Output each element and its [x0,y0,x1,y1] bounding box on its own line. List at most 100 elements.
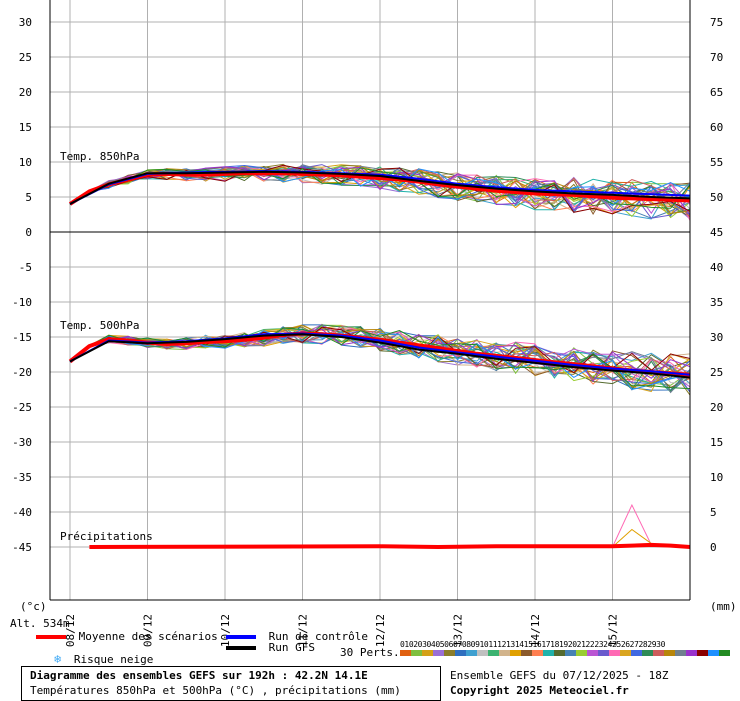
perturbation-line [69,165,691,214]
perturbation-swatch [587,650,598,656]
right-tick-label: 75 [710,16,723,29]
perturbation-swatch [554,650,565,656]
chart-title: Diagramme des ensembles GEFS sur 192h : … [30,669,368,682]
left-tick-label: -35 [12,471,32,484]
x-tick-label: 12/12 [374,614,387,647]
snowflake-icon: ❄ [54,652,62,666]
perturbation-swatch [543,650,554,656]
perturbation-swatch [400,650,411,656]
perturbation-swatch [576,650,587,656]
perturbation-numbers: 0102030405060708091011121314151617181920… [400,640,665,649]
left-tick-label: 25 [19,51,32,64]
legend-mean-label: Moyenne des scénarios [78,630,218,643]
axes [49,0,691,601]
x-tick-label: 09/12 [142,614,155,647]
perturbation-swatch [719,650,730,656]
grid [50,0,690,600]
legend-gfs-label: Run GFS [268,641,315,654]
left-tick-label: 0 [25,226,32,239]
legend-control-swatch [226,635,256,639]
left-tick-label: -45 [12,541,32,554]
legend-snow-label: Risque neige [73,653,154,666]
left-tick-label: 30 [19,16,32,29]
x-tick-label: 11/12 [297,614,310,647]
perturbation-swatch [521,650,532,656]
main-series-lines [68,170,691,549]
perturbation-swatch [620,650,631,656]
perturbation-swatch [499,650,510,656]
left-tick-label: 20 [19,86,32,99]
perturbation-line [69,327,691,390]
legend-gfs: Run GFS [226,641,315,654]
perturbations-label: 30 Perts. [340,646,400,659]
series-line-precip [89,542,691,549]
perturbation-swatch [565,650,576,656]
right-tick-label: 20 [710,401,723,414]
x-tick-label: 13/12 [452,614,465,647]
perturbation-swatch [411,650,422,656]
legend-snow: ❄ Risque neige [54,652,153,666]
left-tick-label: 15 [19,121,32,134]
right-tick-label: 50 [710,191,723,204]
perturbation-swatch [708,650,719,656]
perturbation-swatch [532,650,543,656]
right-tick-label: 45 [710,226,723,239]
perturbation-swatch [697,650,708,656]
series-line-t500 [69,333,691,379]
left-tick-label: 10 [19,156,32,169]
left-tick-label: -5 [19,261,32,274]
right-tick-label: 55 [710,156,723,169]
left-tick-label: -30 [12,436,32,449]
perturbation-swatch [477,650,488,656]
altitude-label: Alt. 534m [10,617,70,630]
perturbation-swatch [653,650,664,656]
perturbation-line [612,503,671,548]
copyright: Copyright 2025 Meteociel.fr [450,684,629,697]
right-tick-label: 70 [710,51,723,64]
left-tick-label: -15 [12,331,32,344]
left-axis-unit: (°c) [20,600,47,613]
x-tick-label: 14/12 [529,614,542,647]
perturbation-line [69,164,691,215]
perturbation-swatch [422,650,433,656]
chart-subtitle: Températures 850hPa et 500hPa (°C) , pré… [30,684,401,697]
perturbation-swatch [686,650,697,656]
perturbation-color-strip [400,650,730,656]
perturbation-swatch [642,650,653,656]
right-tick-label: 30 [710,331,723,344]
perturbation-swatch [510,650,521,656]
right-tick-label: 60 [710,121,723,134]
right-tick-label: 40 [710,261,723,274]
perturbation-swatch [466,650,477,656]
x-tick-label: 08/12 [64,614,77,647]
perturbation-swatch [675,650,686,656]
right-tick-label: 5 [710,506,717,519]
perturbation-swatch [455,650,466,656]
perturbation-swatch [609,650,620,656]
perturbation-swatch [433,650,444,656]
legend-mean: Moyenne des scénarios [36,630,218,643]
x-tick-label: 15/12 [607,614,620,647]
perturbation-swatch [631,650,642,656]
right-tick-label: 25 [710,366,723,379]
left-tick-label: -25 [12,401,32,414]
perturbation-swatch [444,650,455,656]
left-tick-label: -20 [12,366,32,379]
right-tick-label: 15 [710,436,723,449]
panel-label-t500: Temp. 500hPa [60,319,139,332]
perturbation-swatch [488,650,499,656]
left-tick-label: -40 [12,506,32,519]
right-axis-unit: (mm) [710,600,737,613]
left-tick-label: 5 [25,191,32,204]
left-tick-label: -10 [12,296,32,309]
panel-label-t850: Temp. 850hPa [60,150,139,163]
run-info: Ensemble GEFS du 07/12/2025 - 18Z [450,669,669,682]
legend-mean-swatch [36,635,66,639]
perturbation-swatch [664,650,675,656]
right-tick-label: 35 [710,296,723,309]
perturbation-swatch [598,650,609,656]
right-tick-label: 10 [710,471,723,484]
series-line-t850 [69,170,691,205]
